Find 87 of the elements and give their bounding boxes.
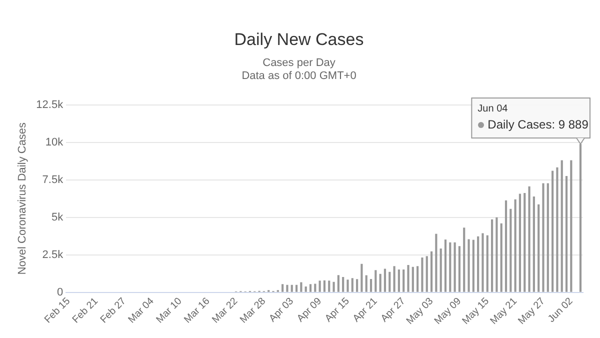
x-tick-label: Mar 04	[126, 296, 157, 326]
bar	[314, 284, 316, 292]
bar	[542, 183, 544, 292]
bar	[504, 200, 508, 292]
y-tick-label: 10k	[45, 136, 64, 148]
x-tick-label: Mar 16	[182, 296, 212, 326]
bar	[524, 193, 526, 292]
bar	[351, 278, 354, 292]
bar	[304, 286, 307, 292]
bar	[472, 240, 474, 292]
bar	[374, 270, 377, 292]
y-tick-label: 5k	[51, 211, 64, 224]
bar	[379, 274, 382, 292]
bar	[454, 242, 456, 292]
bar	[500, 223, 502, 292]
x-tick-label: Mar 22	[210, 296, 240, 326]
bar	[309, 284, 312, 292]
bar	[430, 251, 433, 292]
bar	[328, 280, 330, 292]
bar	[490, 219, 494, 292]
bar	[282, 284, 284, 292]
x-tick-label: Feb 21	[70, 296, 101, 326]
bar	[370, 278, 372, 292]
bar	[528, 186, 530, 292]
x-tick-label: Apr 09	[295, 296, 324, 324]
bar	[384, 268, 386, 292]
bar	[295, 284, 298, 292]
y-axis-title: Novel Coronavirus Daily Cases	[16, 122, 29, 275]
bar	[458, 246, 461, 292]
bar	[393, 266, 396, 292]
x-tick-label: Apr 03	[267, 296, 296, 324]
bar	[407, 265, 410, 292]
bar	[346, 280, 349, 292]
bar	[496, 217, 498, 292]
x-tick-label: Feb 27	[98, 296, 129, 326]
bar	[552, 170, 554, 292]
bar	[463, 228, 466, 292]
x-tick-label: Apr 15	[323, 296, 352, 324]
bar	[510, 208, 512, 292]
y-tick-label: 0	[56, 286, 64, 298]
bar	[286, 284, 288, 292]
bar	[360, 264, 363, 292]
x-tick-label: Feb 15	[42, 296, 73, 326]
y-tick-label: 7.5k	[42, 174, 64, 186]
bar	[421, 258, 424, 292]
bar	[356, 279, 358, 292]
bar	[332, 282, 335, 292]
bar	[560, 160, 563, 292]
bar	[388, 272, 391, 292]
bar	[482, 233, 484, 292]
bar	[444, 240, 447, 292]
annotation: Jun 04 Daily Cases: 9 889	[478, 104, 589, 132]
bar	[518, 194, 522, 292]
x-tick-label: Mar 28	[238, 296, 268, 326]
x-tick-label: Jun 02	[546, 296, 576, 325]
bar	[300, 282, 302, 292]
bar	[402, 270, 405, 292]
bar	[565, 176, 568, 292]
x-tick-label: May 27	[516, 296, 548, 327]
bar	[435, 234, 438, 292]
bar	[412, 266, 414, 292]
bar	[318, 280, 321, 292]
chart-subtitle: Cases per Day Data as of 0:00 GMT+0	[242, 57, 356, 82]
bar	[365, 275, 368, 292]
bar	[426, 256, 428, 292]
y-tick-label: 2.5k	[42, 248, 64, 261]
bar	[416, 266, 419, 292]
bar	[468, 239, 470, 292]
bar	[556, 167, 558, 292]
bar	[449, 242, 452, 292]
bar	[290, 284, 293, 292]
bar	[538, 204, 540, 292]
bar	[342, 277, 344, 292]
bar	[477, 236, 480, 292]
bar	[514, 199, 516, 292]
bar	[486, 235, 488, 292]
bar	[323, 280, 326, 292]
bar	[337, 275, 340, 292]
y-tick-label: 12.5k	[36, 98, 64, 111]
x-tick-label: Mar 10	[154, 296, 185, 326]
x-tick-label: Apr 21	[351, 296, 380, 324]
bar	[570, 160, 572, 292]
bar	[546, 183, 549, 292]
chart-title: Daily New Cases	[234, 30, 364, 49]
bar	[398, 270, 400, 292]
bar	[532, 196, 535, 292]
bar	[440, 248, 442, 292]
